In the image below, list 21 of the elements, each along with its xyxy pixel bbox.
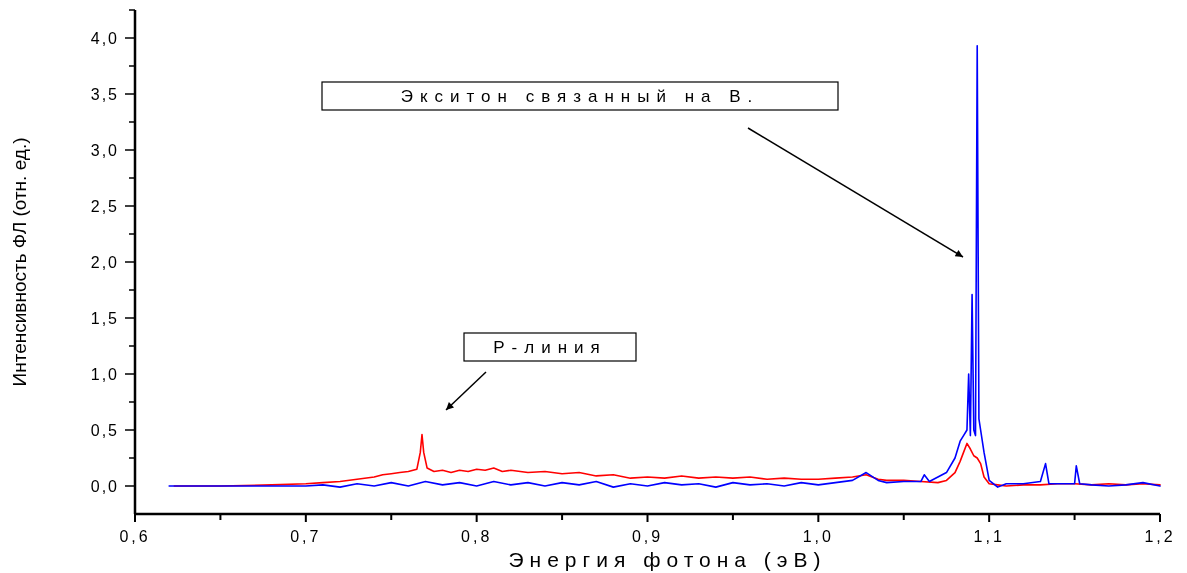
y-tick-label: 2,0 bbox=[90, 253, 119, 271]
y-tick-label: 0,0 bbox=[90, 477, 119, 495]
x-tick-label: 0,9 bbox=[631, 528, 664, 545]
y-tick-label: 1,5 bbox=[90, 309, 119, 327]
annotation: Экситон связанный на В. bbox=[400, 86, 760, 106]
y-tick-label: 3,5 bbox=[90, 85, 119, 103]
y-tick-label: 0,5 bbox=[90, 421, 119, 439]
x-tick-label: 1,1 bbox=[973, 528, 1005, 545]
x-tick-label: 0,8 bbox=[461, 528, 493, 545]
y-tick-label: 2,5 bbox=[90, 197, 119, 215]
y-tick-label: 4,0 bbox=[90, 29, 119, 47]
x-tick-label: 1,2 bbox=[1144, 528, 1176, 545]
line-series bbox=[168, 45, 1161, 488]
x-axis-title: Энергия фотона (эВ) bbox=[508, 548, 827, 571]
x-tick-label: 1,0 bbox=[802, 528, 834, 545]
x-tick-label: 0,6 bbox=[119, 528, 151, 545]
annotation: Р-линия bbox=[493, 337, 607, 357]
y-tick-label: 1,0 bbox=[90, 365, 119, 383]
y-tick-label: 3,0 bbox=[90, 141, 119, 159]
x-tick-label: 0,7 bbox=[290, 528, 322, 545]
y-axis-title: Интенсивность ФЛ (отн. ед.) bbox=[9, 137, 30, 387]
